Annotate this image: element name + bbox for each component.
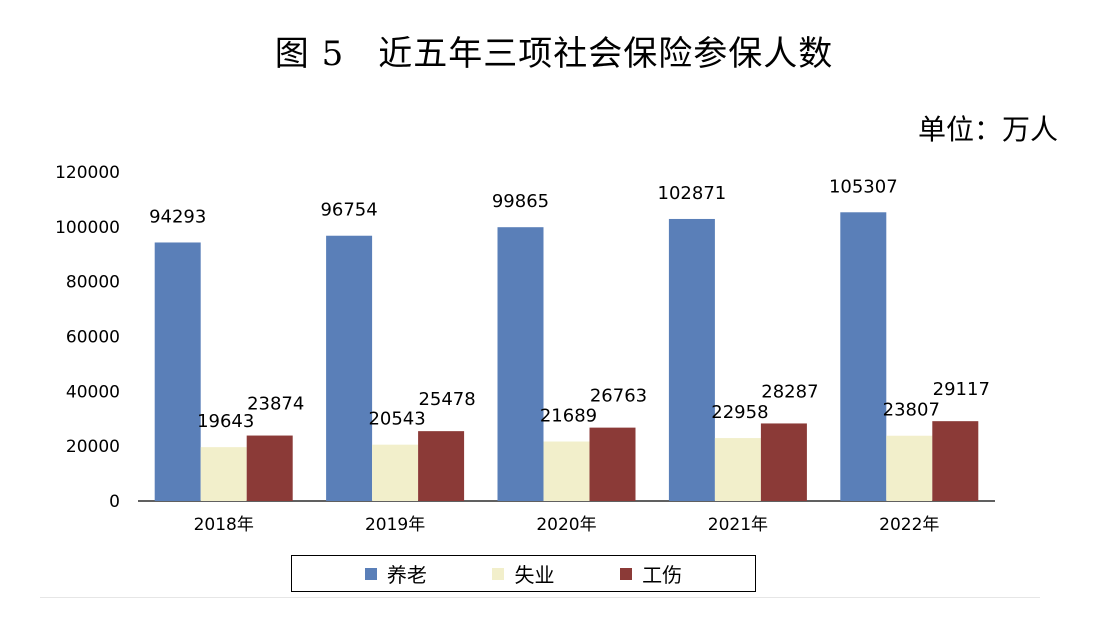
bar	[760, 423, 807, 501]
divider	[40, 597, 1040, 598]
y-tick-label: 40000	[66, 382, 120, 402]
data-label: 23807	[883, 400, 940, 421]
y-tick-label: 0	[109, 492, 120, 512]
bar	[418, 431, 465, 501]
legend-label: 养老	[386, 563, 427, 587]
data-label: 26763	[590, 386, 647, 407]
bar	[372, 444, 419, 501]
data-label: 20543	[368, 409, 425, 430]
x-tick-label: 2021年	[708, 515, 768, 535]
legend-label: 失业	[514, 563, 555, 587]
x-tick-label: 2019年	[365, 515, 425, 535]
chart-title: 图 5 近五年三项社会保险参保人数	[0, 26, 1108, 75]
data-label: 22958	[711, 402, 768, 423]
x-tick-label: 2022年	[879, 515, 939, 535]
x-tick-label: 2020年	[536, 515, 596, 535]
data-label: 102871	[658, 183, 727, 204]
legend-item: 工伤	[620, 559, 682, 588]
data-label: 99865	[492, 191, 549, 212]
bar	[668, 218, 715, 501]
legend-item: 养老	[364, 559, 427, 588]
y-tick-label: 80000	[66, 273, 120, 293]
bar	[200, 447, 247, 501]
data-label: 23874	[247, 394, 304, 415]
bar	[326, 235, 373, 501]
data-label: 96754	[320, 200, 377, 221]
y-tick-label: 20000	[66, 437, 120, 457]
y-tick-label: 60000	[66, 328, 120, 348]
unit-label: 单位：万人	[917, 113, 1058, 146]
bar	[246, 435, 293, 501]
bar	[154, 242, 201, 501]
y-tick-label: 120000	[55, 163, 120, 183]
data-label: 21689	[540, 406, 597, 427]
x-tick-label: 2018年	[194, 515, 254, 535]
bar	[543, 441, 590, 501]
figure-number: 图 5	[274, 34, 345, 74]
legend: 养老 失业 工伤	[291, 555, 756, 592]
data-label: 19643	[197, 411, 254, 432]
legend-swatch	[620, 567, 633, 580]
bar	[886, 435, 933, 501]
bar	[840, 212, 887, 501]
data-label: 29117	[933, 379, 990, 400]
legend-swatch	[364, 567, 377, 580]
chart-title-text: 近五年三项社会保险参保人数	[378, 34, 834, 74]
data-label: 105307	[829, 176, 898, 197]
bar	[497, 227, 544, 501]
legend-swatch	[492, 567, 505, 580]
y-tick-label: 100000	[55, 218, 120, 238]
legend-item: 失业	[492, 559, 554, 588]
bar	[589, 427, 636, 501]
data-label: 94293	[149, 206, 206, 227]
bar	[714, 438, 761, 501]
data-label: 25478	[418, 389, 475, 410]
data-label: 28287	[761, 381, 818, 402]
bar	[932, 421, 979, 501]
legend-label: 工伤	[642, 563, 683, 587]
